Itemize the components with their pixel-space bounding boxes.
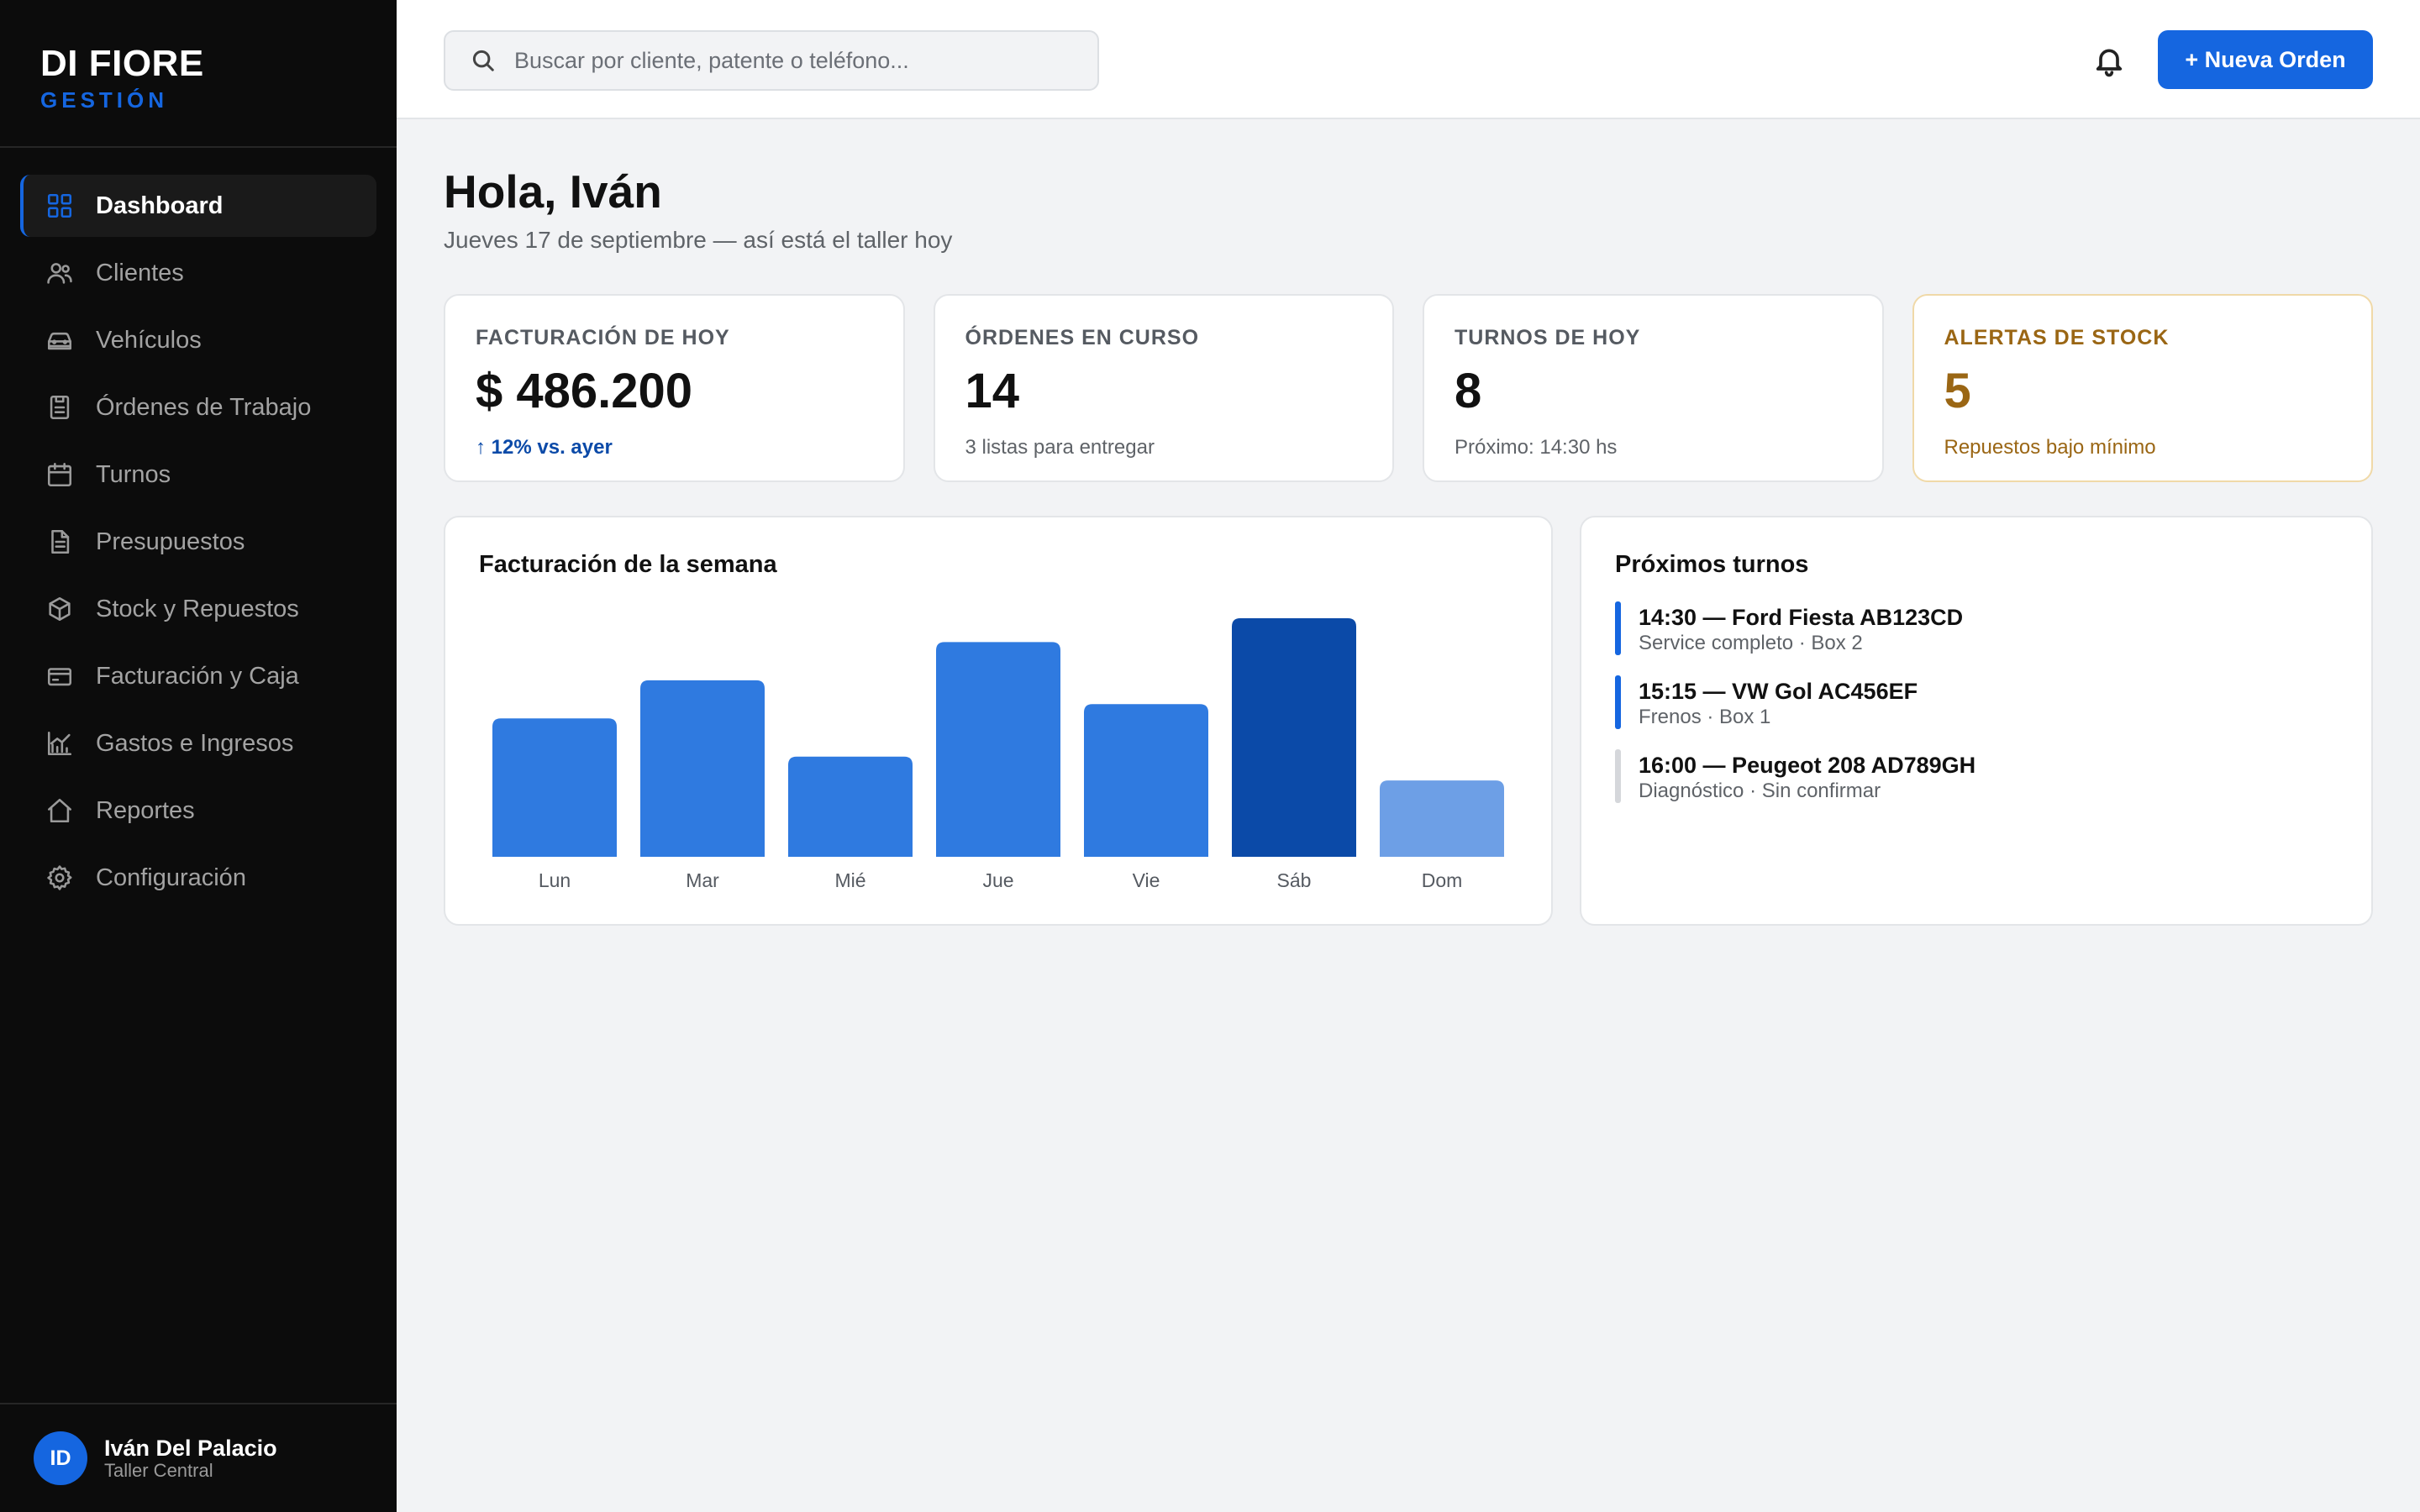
user-name: Iván Del Palacio — [104, 1436, 277, 1461]
status-marker — [1615, 749, 1621, 803]
sidebar-item-label: Presupuestos — [96, 528, 245, 555]
upcoming-appointments-panel: Próximos turnos 14:30 — Ford Fiesta AB12… — [1580, 516, 2373, 926]
sidebar-item-label: Vehículos — [96, 326, 202, 354]
weekly-revenue-panel: Lun Mar Mié Jue Vie Sáb Dom Facturación de la … — [444, 516, 1553, 926]
bar-Vie[interactable] — [1084, 704, 1208, 857]
topbar: + Nueva Orden — [397, 0, 2420, 119]
sidebar-item-label: Stock y Repuestos — [96, 595, 299, 622]
appointment-item[interactable]: 15:15 — VW Gol AC456EF Frenos · Box 1 — [1615, 675, 2338, 731]
sidebar: DI FIORE GESTIÓN Dashboard Clientes Vehí… — [0, 0, 397, 1512]
search-box[interactable] — [444, 30, 1099, 91]
sidebar-item-label: Facturación y Caja — [96, 662, 299, 690]
sidebar-item-label: Turnos — [96, 460, 171, 488]
stat-card-turnos[interactable]: TURNOS DE HOY 8 Próximo: 14:30 hs — [1423, 294, 1884, 482]
appointment-detail: Frenos · Box 1 — [1639, 706, 1771, 728]
calendar-icon — [45, 460, 74, 489]
stat-card-ordenes[interactable]: ÓRDENES EN CURSO 14 3 listas para entreg… — [933, 294, 1394, 482]
card-note: Repuestos bajo mínimo — [1944, 436, 2156, 459]
sidebar-item-label: Clientes — [96, 259, 184, 286]
sidebar-item-facturacion[interactable]: Facturación y Caja — [20, 645, 376, 707]
sidebar-item-dashboard[interactable]: Dashboard — [20, 175, 376, 237]
sidebar-item-turnos[interactable]: Turnos — [20, 444, 376, 506]
bar-Mar[interactable] — [640, 680, 765, 857]
new-order-button[interactable]: + Nueva Orden — [2158, 30, 2373, 89]
sidebar-item-presupuestos[interactable]: Presupuestos — [20, 511, 376, 573]
stat-cards: FACTURACIÓN DE HOY $ 486.200 ↑ 12% vs. a… — [444, 294, 2373, 482]
card-label: TURNOS DE HOY — [1455, 326, 1641, 349]
sidebar-item-label: Órdenes de Trabajo — [96, 393, 312, 421]
gear-icon — [45, 864, 74, 892]
card-value: 14 — [965, 364, 1020, 418]
search-icon — [472, 50, 494, 71]
sidebar-item-configuracion[interactable]: Configuración — [20, 847, 376, 909]
x-tick-label: Dom — [1422, 869, 1463, 891]
sidebar-item-ordenes[interactable]: Órdenes de Trabajo — [20, 376, 376, 438]
sidebar-item-label: Reportes — [96, 796, 195, 824]
appointment-item[interactable]: 14:30 — Ford Fiesta AB123CD Service comp… — [1615, 601, 2338, 657]
page-subtitle: Jueves 17 de septiembre — así está el ta… — [444, 227, 953, 253]
appointment-title: 16:00 — Peugeot 208 AD789GH — [1639, 753, 1976, 778]
card-label: FACTURACIÓN DE HOY — [476, 326, 730, 349]
grid-icon — [45, 192, 74, 220]
card-value: 5 — [1944, 364, 1971, 418]
stat-card-facturacion[interactable]: FACTURACIÓN DE HOY $ 486.200 ↑ 12% vs. a… — [444, 294, 905, 482]
sidebar-item-reportes[interactable]: Reportes — [20, 780, 376, 842]
appointment-detail: Service completo · Box 2 — [1639, 632, 1863, 654]
stat-card-stock-alerts[interactable]: ALERTAS DE STOCK 5 Repuestos bajo mínimo — [1912, 294, 2373, 482]
sidebar-item-label: Gastos e Ingresos — [96, 729, 294, 757]
bar-Mié[interactable] — [788, 756, 913, 857]
x-tick-label: Mié — [834, 869, 865, 891]
card-value: 8 — [1455, 364, 1482, 418]
weekly-revenue-chart: Lun Mar Mié Jue Vie Sáb Dom — [492, 618, 1504, 891]
sidebar-item-label: Configuración — [96, 864, 246, 891]
brand-subtitle: GESTIÓN — [40, 87, 169, 113]
x-tick-label: Jue — [982, 869, 1013, 891]
bell-icon[interactable] — [2089, 40, 2129, 81]
bar-Sáb[interactable] — [1232, 618, 1356, 857]
bar-Jue[interactable] — [936, 642, 1060, 857]
chart-title: Facturación de la semana — [479, 551, 777, 578]
card-value: $ 486.200 — [476, 364, 693, 418]
status-marker — [1615, 675, 1621, 729]
users-icon — [45, 259, 74, 287]
card-note: 3 listas para entregar — [965, 436, 1155, 459]
x-tick-label: Sáb — [1277, 869, 1312, 891]
appointment-title: 14:30 — Ford Fiesta AB123CD — [1639, 605, 1964, 630]
card-trend: ↑ 12% vs. ayer — [476, 436, 613, 459]
sidebar-item-label: Dashboard — [96, 192, 224, 219]
appointment-title: 15:15 — VW Gol AC456EF — [1639, 679, 1918, 704]
sidebar-nav: Dashboard Clientes Vehículos Órdenes de … — [0, 148, 397, 909]
sidebar-item-gastos[interactable]: Gastos e Ingresos — [20, 712, 376, 774]
brand-title: DI FIORE — [40, 43, 204, 84]
card-label: ALERTAS DE STOCK — [1944, 326, 2170, 349]
card-label: ÓRDENES EN CURSO — [965, 326, 1200, 349]
user-profile[interactable]: ID Iván Del Palacio Taller Central — [0, 1403, 397, 1512]
file-text-icon — [45, 528, 74, 556]
home-icon — [45, 796, 74, 825]
credit-card-icon — [45, 662, 74, 690]
bar-Lun[interactable] — [492, 718, 617, 857]
card-note: Próximo: 14:30 hs — [1455, 436, 1618, 459]
panel-title: Próximos turnos — [1615, 551, 1809, 578]
x-tick-label: Lun — [539, 869, 571, 891]
bar-Dom[interactable] — [1380, 780, 1504, 857]
appointment-detail: Diagnóstico · Sin confirmar — [1639, 780, 1881, 802]
appointment-item[interactable]: 16:00 — Peugeot 208 AD789GH Diagnóstico … — [1615, 749, 2338, 805]
car-icon — [45, 326, 74, 354]
page-title: Hola, Iván — [444, 165, 662, 218]
sidebar-item-stock[interactable]: Stock y Repuestos — [20, 578, 376, 640]
user-role: Taller Central — [104, 1460, 213, 1481]
search-input[interactable] — [514, 47, 1086, 74]
status-marker — [1615, 601, 1621, 655]
avatar: ID — [34, 1431, 87, 1485]
x-tick-label: Vie — [1133, 869, 1160, 891]
x-tick-label: Mar — [686, 869, 719, 891]
brand: DI FIORE GESTIÓN — [0, 0, 397, 148]
clipboard-icon — [45, 393, 74, 422]
sidebar-item-clientes[interactable]: Clientes — [20, 242, 376, 304]
sidebar-item-vehiculos[interactable]: Vehículos — [20, 309, 376, 371]
box-icon — [45, 595, 74, 623]
chart-line-icon — [45, 729, 74, 758]
